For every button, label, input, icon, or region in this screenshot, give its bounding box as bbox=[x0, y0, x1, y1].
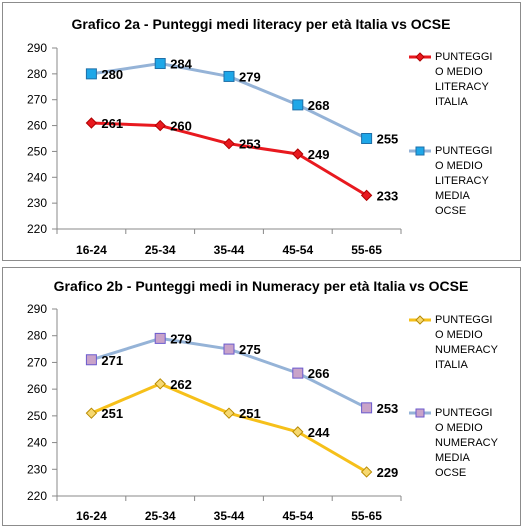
y-tick-label: 280 bbox=[27, 329, 47, 343]
data-point bbox=[223, 70, 235, 82]
x-tick-label: 16-24 bbox=[76, 243, 107, 257]
data-label: 255 bbox=[377, 132, 399, 147]
data-label: 253 bbox=[377, 401, 399, 416]
data-point bbox=[360, 466, 373, 478]
data-point bbox=[292, 99, 304, 111]
data-point bbox=[85, 68, 97, 80]
legend-label: O MEDIO bbox=[435, 329, 483, 341]
data-label: 261 bbox=[101, 116, 123, 131]
x-tick-label: 35-44 bbox=[214, 509, 245, 523]
data-label: 266 bbox=[308, 366, 330, 381]
data-point bbox=[154, 119, 166, 132]
data-point bbox=[154, 58, 166, 70]
legend-label: NUMERACY bbox=[435, 344, 499, 356]
y-tick-label: 270 bbox=[27, 93, 47, 107]
legend-label: MEDIA bbox=[435, 452, 471, 464]
y-tick-label: 240 bbox=[27, 436, 47, 450]
y-tick-label: 240 bbox=[27, 170, 47, 184]
x-tick-label: 55-65 bbox=[351, 243, 382, 257]
legend-label: LITERACY bbox=[435, 81, 489, 93]
legend-label: LITERACY bbox=[435, 175, 489, 187]
y-tick-label: 250 bbox=[27, 409, 47, 423]
data-point bbox=[361, 133, 373, 144]
y-tick-label: 290 bbox=[27, 41, 47, 55]
legend-label: ITALIA bbox=[435, 96, 468, 108]
data-label: 262 bbox=[170, 377, 192, 392]
data-point bbox=[85, 117, 98, 129]
data-label: 268 bbox=[308, 98, 330, 113]
data-label: 279 bbox=[239, 69, 261, 84]
y-tick-label: 260 bbox=[27, 382, 47, 396]
x-tick-label: 16-24 bbox=[76, 509, 107, 523]
legend-marker bbox=[415, 52, 425, 62]
data-point bbox=[223, 137, 235, 150]
y-tick-label: 260 bbox=[27, 119, 47, 133]
chart-numeracy: Grafico 2b - Punteggi medi in Numeracy p… bbox=[27, 278, 499, 523]
data-point bbox=[154, 332, 166, 344]
legend-label: O MEDIO bbox=[435, 160, 483, 172]
legend-label: PUNTEGGI bbox=[435, 51, 492, 63]
legend-label: MEDIA bbox=[435, 190, 471, 202]
legend-label: O MEDIO bbox=[435, 66, 483, 78]
data-label: 271 bbox=[101, 353, 123, 368]
x-tick-label: 45-54 bbox=[282, 509, 313, 523]
y-tick-label: 270 bbox=[27, 355, 47, 369]
legend-marker bbox=[415, 315, 425, 325]
chart-panel-numeracy: Grafico 2b - Punteggi medi in Numeracy p… bbox=[2, 267, 521, 526]
y-tick-label: 230 bbox=[27, 196, 47, 210]
x-tick-label: 35-44 bbox=[214, 243, 245, 257]
data-label: 275 bbox=[239, 342, 261, 357]
data-label: 280 bbox=[101, 67, 123, 82]
data-label: 249 bbox=[308, 147, 330, 162]
data-point bbox=[223, 407, 235, 419]
legend-label: O MEDIO bbox=[435, 422, 483, 434]
x-tick-label: 25-34 bbox=[145, 509, 176, 523]
data-label: 253 bbox=[239, 137, 261, 152]
legend-label: OCSE bbox=[435, 467, 466, 479]
data-label: 233 bbox=[377, 188, 399, 203]
y-tick-label: 220 bbox=[27, 222, 47, 236]
chart-title: Grafico 2a - Punteggi medi literacy per … bbox=[72, 16, 451, 32]
data-point bbox=[223, 343, 235, 355]
x-tick-label: 55-65 bbox=[351, 509, 382, 523]
y-tick-label: 280 bbox=[27, 67, 47, 81]
y-tick-label: 290 bbox=[27, 302, 47, 316]
chart-literacy: Grafico 2a - Punteggi medi literacy per … bbox=[27, 16, 492, 257]
x-tick-label: 45-54 bbox=[282, 243, 313, 257]
data-point bbox=[154, 378, 166, 390]
data-label: 251 bbox=[101, 406, 123, 421]
y-tick-label: 220 bbox=[27, 489, 47, 503]
data-point bbox=[360, 189, 373, 202]
data-point bbox=[292, 367, 304, 379]
chart-panel-literacy: Grafico 2a - Punteggi medi literacy per … bbox=[2, 2, 521, 261]
y-tick-label: 230 bbox=[27, 462, 47, 476]
data-point bbox=[85, 354, 97, 366]
data-point bbox=[292, 148, 304, 160]
y-tick-label: 250 bbox=[27, 144, 47, 158]
legend-label: PUNTEGGI bbox=[435, 314, 492, 326]
chart-title: Grafico 2b - Punteggi medi in Numeracy p… bbox=[54, 278, 469, 294]
legend-marker bbox=[415, 408, 425, 418]
legend-label: ITALIA bbox=[435, 359, 468, 371]
data-label: 244 bbox=[308, 425, 330, 440]
data-label: 251 bbox=[239, 406, 261, 421]
data-label: 260 bbox=[170, 119, 192, 134]
legend-label: OCSE bbox=[435, 205, 466, 217]
data-point bbox=[292, 426, 304, 438]
legend-label: PUNTEGGI bbox=[435, 145, 492, 157]
legend-label: PUNTEGGI bbox=[435, 407, 492, 419]
data-point bbox=[361, 402, 373, 414]
data-label: 229 bbox=[377, 465, 399, 480]
legend-label: NUMERACY bbox=[435, 437, 499, 449]
data-label: 279 bbox=[170, 331, 192, 346]
data-point bbox=[85, 407, 98, 419]
data-label: 284 bbox=[170, 57, 192, 72]
legend-marker bbox=[415, 146, 425, 156]
x-tick-label: 25-34 bbox=[145, 243, 176, 257]
